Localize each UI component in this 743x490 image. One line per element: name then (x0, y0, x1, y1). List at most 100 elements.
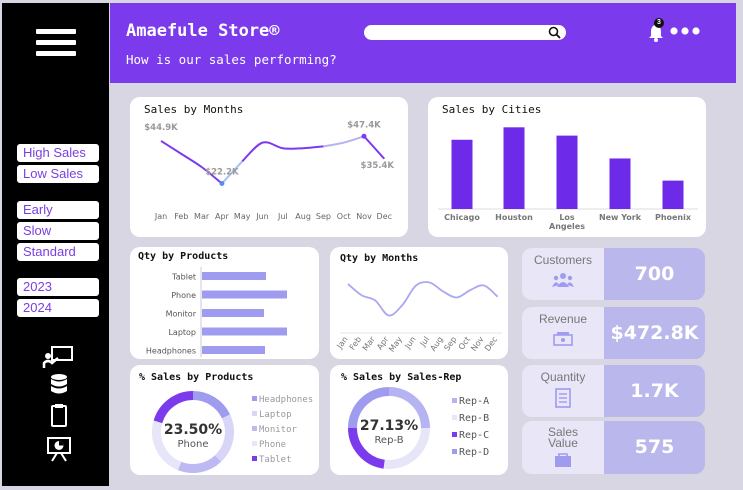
legend-label: Tablet (259, 455, 292, 465)
x-tick-label: Nov (469, 335, 485, 353)
filter-high-sales[interactable]: High Sales (17, 144, 99, 162)
filter-2023[interactable]: 2023 (17, 278, 99, 296)
hamburger-menu-icon[interactable] (36, 29, 76, 61)
legend-item: Monitor (252, 425, 297, 435)
donut-slice (177, 455, 222, 473)
x-tick-label: Dec (483, 335, 499, 353)
filter-2024[interactable]: 2024 (17, 299, 99, 317)
kpi-label-text: Sales Value (547, 425, 579, 450)
more-options-icon[interactable] (670, 25, 700, 37)
sales-by-cities-card: Sales by Cities Chicago Houston Los Angeles… (428, 97, 706, 237)
bar (202, 346, 265, 354)
data-point (361, 133, 367, 139)
header-bar: Amaefule Store® How is our sales perform… (110, 3, 736, 83)
search-icon[interactable] (548, 26, 561, 39)
x-tick-label: Oct (337, 212, 351, 221)
legend-item: Tablet (252, 455, 292, 465)
x-tick-label: Jan (335, 335, 350, 351)
pct-sales-by-products-card: % Sales by Products 23.50% Phone Headphon… (130, 365, 319, 475)
clipboard-icon[interactable] (42, 403, 76, 429)
card-title: Sales by Cities (442, 103, 542, 116)
search-bar[interactable] (364, 25, 566, 40)
x-tick-label: Jun (403, 335, 418, 351)
filter-slow[interactable]: Slow (17, 222, 99, 240)
donut-slice (348, 387, 390, 429)
x-tick-label: Mar (361, 334, 377, 352)
bar (202, 327, 287, 336)
sales-by-months-card: Sales by Months Jan Feb Mar Apr May Jun Jul Aug… (130, 97, 408, 237)
legend-item: Rep-C (452, 430, 489, 441)
legend-label: Headphones (259, 395, 314, 405)
kpi-quantity-value: 1.7K (604, 365, 705, 417)
legend-item: Rep-B (452, 413, 489, 424)
search-input[interactable] (372, 25, 542, 40)
x-tick-label: May (234, 212, 251, 221)
donut-center-label: Phone (178, 439, 209, 450)
series-line (347, 281, 499, 317)
x-tick-label: Jun (255, 212, 269, 221)
legend-item: Headphones (252, 395, 313, 405)
pct-sales-by-rep-card: % Sales by Sales-Rep 27.13% Rep-B Rep-A R… (330, 365, 508, 475)
legend-label: Rep-C (459, 430, 490, 441)
x-tick-label: May (387, 335, 404, 354)
filter-low-sales[interactable]: Low Sales (17, 165, 99, 183)
card-title: % Sales by Sales-Rep (341, 372, 462, 383)
kpi-revenue-value: $472.8K (604, 307, 705, 359)
bar (503, 127, 525, 209)
x-tick-label: Sep (442, 335, 458, 353)
x-tick-label: Feb (174, 212, 188, 221)
bar (202, 290, 287, 299)
money-icon (553, 332, 573, 346)
kpi-label-text: Revenue (538, 312, 588, 326)
legend-swatch (252, 396, 257, 401)
page-subtitle: How is our sales performing? (126, 52, 337, 67)
x-tick-label: Nov (356, 212, 372, 221)
x-tick-label: Dec (377, 212, 392, 221)
filter-standard[interactable]: Standard (17, 243, 99, 261)
x-tick-label: Sep (316, 212, 331, 221)
x-tick-label: Jan (154, 212, 167, 221)
legend-swatch (252, 441, 257, 446)
kpi-sales-value-label: Sales Value (522, 421, 604, 474)
legend-swatch (252, 411, 257, 416)
shopping-bag-icon (555, 453, 571, 467)
donut-slice (214, 414, 234, 462)
donut-slice (383, 427, 430, 469)
y-tick-label: Monitor (166, 310, 197, 319)
qty-by-products-chart: Tablet Phone Monitor Laptop Headphones (146, 267, 287, 357)
legend-item: Rep-D (452, 447, 489, 458)
card-title: Qty by Products (138, 251, 229, 262)
kpi-revenue-label: Revenue (522, 307, 604, 359)
chart-board-icon[interactable] (42, 436, 76, 462)
sales-by-products-donut: 23.50%Phone (152, 391, 234, 473)
legend-swatch (452, 449, 457, 454)
legend-swatch (452, 415, 457, 420)
legend-item: Phone (252, 440, 286, 450)
legend-item: Laptop (252, 410, 292, 420)
y-tick-label: Tablet (171, 273, 196, 282)
x-tick-label: Phoenix (655, 213, 692, 222)
card-title: % Sales by Products (139, 372, 254, 383)
bell-icon[interactable] (647, 23, 665, 43)
x-tick-label: Angeles (549, 222, 585, 231)
donut-slice (348, 427, 385, 469)
sales-by-rep-donut: 27.13%Rep-B (348, 387, 430, 469)
y-tick-label: Headphones (146, 347, 196, 356)
legend-label: Rep-D (459, 447, 490, 458)
legend-label: Laptop (259, 410, 292, 420)
presentation-icon[interactable] (42, 344, 76, 370)
x-tick-label: Apr (215, 212, 230, 221)
bar (609, 158, 631, 209)
database-icon[interactable] (42, 373, 76, 399)
donut-center-value: 27.13% (360, 418, 418, 434)
series-line-segment (241, 141, 324, 163)
filter-early[interactable]: Early (17, 201, 99, 219)
kpi-customers-label: Customers (522, 248, 604, 300)
data-label: $22.2K (205, 168, 239, 178)
x-tick-label: Chicago (444, 213, 480, 222)
bar (662, 180, 684, 209)
bar (202, 272, 266, 280)
kpi-customers-value: 700 (604, 248, 705, 300)
